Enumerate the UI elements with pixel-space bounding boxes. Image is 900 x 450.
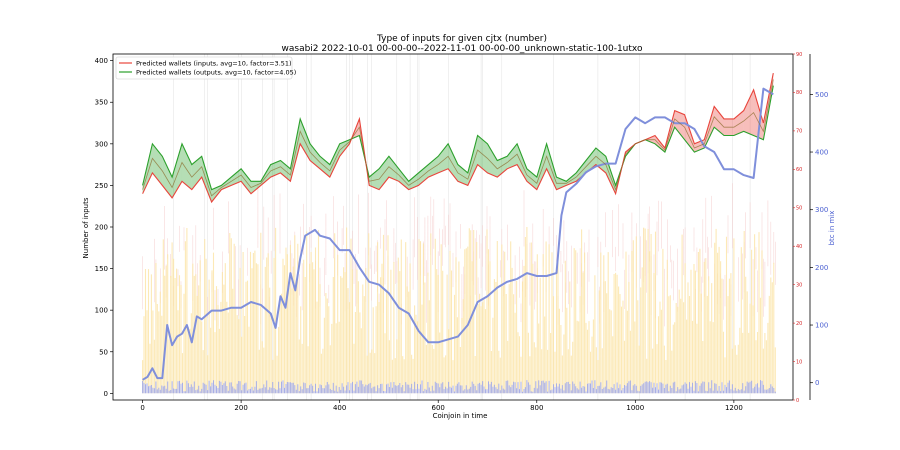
series-line-btc-in-mix xyxy=(142,87,774,381)
difference-fill-segment xyxy=(457,164,468,186)
difference-fill-segment xyxy=(369,168,380,190)
series-line-outputs xyxy=(142,85,774,191)
difference-fill-segment xyxy=(162,156,173,198)
y3-axis-ticks: 0 100 200 300 400 500 xyxy=(810,91,828,387)
difference-fill-segment xyxy=(172,143,182,198)
chart-subtitle: wasabi2 2022-10-01 00-00-00--2022-11-01 … xyxy=(282,44,643,54)
difference-fill-segment xyxy=(398,168,409,190)
y-tick-label: 100 xyxy=(95,307,108,315)
y2-axis-ticks: 0 10 20 30 40 50 60 70 80 90 xyxy=(793,52,802,404)
y2-tick-label: 90 xyxy=(796,52,802,58)
x-tick-label: 800 xyxy=(530,404,543,412)
yellow-input-bars xyxy=(142,227,776,394)
chart-title: Type of inputs for given cjtx (number) xyxy=(376,34,547,44)
difference-fill-segment xyxy=(576,160,587,182)
y3-tick-label: 0 xyxy=(815,379,819,387)
difference-fill-segment xyxy=(497,156,508,178)
y2-tick-label: 60 xyxy=(796,167,802,173)
difference-fill-segment xyxy=(733,110,744,136)
series-line-layer xyxy=(142,72,774,381)
y3-tick-label: 200 xyxy=(815,264,828,272)
y-tick-label: 0 xyxy=(104,390,108,398)
difference-fill-segment xyxy=(674,110,685,140)
y3-axis-label: btc in mix xyxy=(828,211,836,246)
y-tick-label: 150 xyxy=(95,265,108,273)
y2-tick-label: 0 xyxy=(796,398,799,404)
series-overlap-line xyxy=(142,79,774,197)
difference-fill-segment xyxy=(388,156,399,182)
difference-fill-segment xyxy=(487,143,498,178)
y-tick-label: 50 xyxy=(99,348,108,356)
difference-fill-segment xyxy=(438,143,449,173)
difference-fill-segment xyxy=(507,143,518,169)
difference-fill-segment xyxy=(181,143,192,190)
y2-tick-label: 40 xyxy=(796,244,802,250)
difference-fill-segment xyxy=(743,89,754,136)
y2-tick-label: 80 xyxy=(796,90,802,96)
difference-fill-segment xyxy=(586,147,596,173)
y-tick-label: 250 xyxy=(95,182,108,190)
legend: Predicted wallets (inputs, avg=10, facto… xyxy=(115,56,296,80)
difference-fill-segment xyxy=(231,168,242,186)
legend-label-outputs: Predicted wallets (outputs, avg=10, fact… xyxy=(136,69,296,77)
y-axis-label: Number of inputs xyxy=(82,197,90,258)
x-tick-label: 200 xyxy=(234,404,247,412)
difference-fill-segment xyxy=(191,156,202,190)
difference-fill-segment xyxy=(428,156,439,178)
blue-input-bars xyxy=(142,380,776,394)
y3-tick-label: 300 xyxy=(815,206,828,214)
x-tick-label: 1000 xyxy=(626,404,644,412)
difference-fill-segment xyxy=(300,118,311,161)
difference-fill-segment xyxy=(517,143,527,182)
x-tick-label: 0 xyxy=(140,404,144,412)
y3-tick-label: 400 xyxy=(815,149,828,157)
y2-tick-label: 10 xyxy=(796,359,802,365)
x-tick-label: 1200 xyxy=(725,404,743,412)
y-tick-label: 200 xyxy=(95,224,108,232)
y2-tick-label: 50 xyxy=(796,206,802,212)
y2-tick-label: 70 xyxy=(796,129,802,135)
y-tick-label: 300 xyxy=(95,140,108,148)
difference-fill-segment xyxy=(408,172,419,190)
difference-fill-segment xyxy=(714,106,725,136)
y-axis-ticks: 0 50 100 150 200 250 300 350 400 xyxy=(95,57,113,398)
y3-tick-label: 100 xyxy=(815,322,828,330)
difference-fill-segment xyxy=(201,156,212,203)
y-tick-label: 350 xyxy=(95,99,108,107)
x-tick-label: 600 xyxy=(432,404,445,412)
legend-label-inputs: Predicted wallets (inputs, avg=10, facto… xyxy=(136,60,292,68)
legend-box xyxy=(115,56,293,80)
y2-tick-label: 20 xyxy=(796,321,802,327)
difference-fill-segment xyxy=(536,143,547,190)
x-axis-label: Coinjoin in time xyxy=(433,412,488,420)
y2-tick-label: 30 xyxy=(796,282,802,288)
y-tick-label: 400 xyxy=(95,57,108,65)
series-line-inputs xyxy=(142,72,774,204)
x-axis-ticks: 0 200 400 600 800 1000 1200 xyxy=(140,400,743,412)
y3-tick-label: 500 xyxy=(815,91,828,99)
x-tick-label: 400 xyxy=(333,404,346,412)
background-noise-layer xyxy=(142,54,776,400)
difference-fill-segment xyxy=(546,143,557,190)
